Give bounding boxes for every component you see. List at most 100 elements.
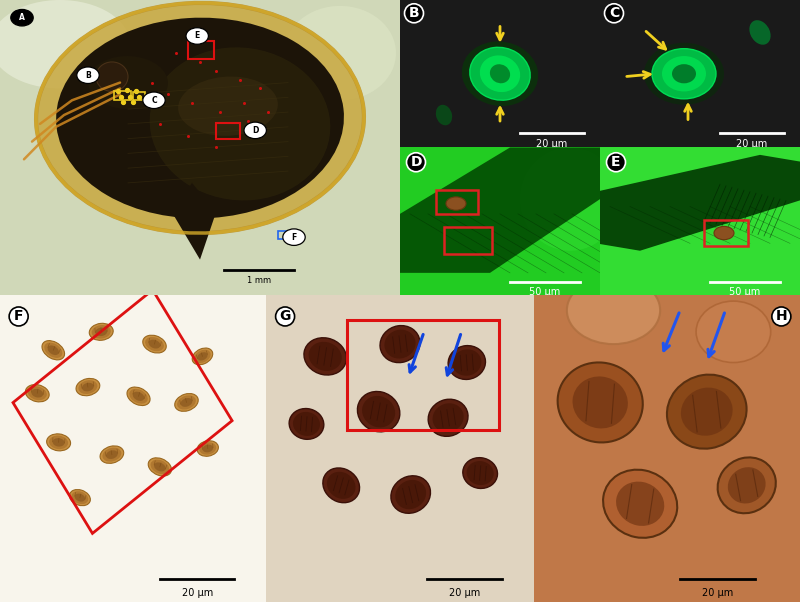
Ellipse shape bbox=[198, 352, 207, 361]
Ellipse shape bbox=[48, 346, 59, 355]
Ellipse shape bbox=[462, 42, 538, 106]
Ellipse shape bbox=[102, 448, 122, 462]
Ellipse shape bbox=[448, 346, 486, 379]
Text: A: A bbox=[19, 13, 25, 22]
Text: E: E bbox=[611, 155, 621, 169]
Ellipse shape bbox=[46, 434, 70, 451]
Ellipse shape bbox=[323, 468, 359, 503]
Text: C: C bbox=[151, 96, 157, 105]
Ellipse shape bbox=[194, 350, 210, 363]
Ellipse shape bbox=[177, 396, 196, 409]
Ellipse shape bbox=[145, 337, 164, 351]
Ellipse shape bbox=[463, 458, 498, 488]
Ellipse shape bbox=[573, 376, 628, 429]
Ellipse shape bbox=[95, 327, 107, 336]
Text: G: G bbox=[279, 309, 290, 323]
Text: F: F bbox=[14, 309, 23, 323]
Ellipse shape bbox=[31, 389, 43, 397]
Text: F: F bbox=[291, 232, 297, 241]
Ellipse shape bbox=[428, 399, 468, 436]
Ellipse shape bbox=[452, 349, 482, 376]
Bar bbox=[444, 227, 492, 253]
Ellipse shape bbox=[0, 0, 130, 88]
Circle shape bbox=[77, 67, 99, 84]
Ellipse shape bbox=[490, 64, 510, 83]
Polygon shape bbox=[596, 155, 800, 250]
Ellipse shape bbox=[149, 340, 160, 349]
Ellipse shape bbox=[567, 276, 660, 344]
Ellipse shape bbox=[174, 394, 198, 411]
Text: 20 μm: 20 μm bbox=[536, 138, 568, 149]
Ellipse shape bbox=[433, 403, 464, 432]
Polygon shape bbox=[0, 0, 400, 295]
Ellipse shape bbox=[26, 385, 49, 402]
Ellipse shape bbox=[53, 438, 65, 447]
Ellipse shape bbox=[199, 442, 216, 455]
Ellipse shape bbox=[470, 48, 530, 100]
Ellipse shape bbox=[480, 55, 520, 92]
Ellipse shape bbox=[309, 342, 342, 371]
Circle shape bbox=[186, 28, 208, 45]
Polygon shape bbox=[534, 295, 800, 602]
Ellipse shape bbox=[672, 64, 696, 83]
Ellipse shape bbox=[304, 338, 346, 375]
Ellipse shape bbox=[380, 326, 420, 362]
Ellipse shape bbox=[106, 450, 118, 459]
Ellipse shape bbox=[385, 330, 415, 359]
Ellipse shape bbox=[558, 362, 642, 442]
Bar bbox=[278, 231, 290, 239]
Circle shape bbox=[244, 122, 266, 138]
Text: D: D bbox=[252, 126, 258, 135]
Bar bbox=[114, 92, 130, 101]
Ellipse shape bbox=[181, 398, 192, 407]
Polygon shape bbox=[172, 183, 216, 259]
Ellipse shape bbox=[293, 412, 320, 436]
Ellipse shape bbox=[197, 441, 218, 456]
Ellipse shape bbox=[395, 480, 426, 509]
Ellipse shape bbox=[667, 374, 746, 448]
Ellipse shape bbox=[750, 20, 770, 45]
Ellipse shape bbox=[154, 462, 166, 471]
Ellipse shape bbox=[436, 105, 452, 125]
Ellipse shape bbox=[728, 467, 766, 503]
Bar bbox=[704, 220, 748, 246]
Text: C: C bbox=[609, 6, 619, 20]
Ellipse shape bbox=[616, 482, 664, 526]
Ellipse shape bbox=[133, 392, 144, 401]
Ellipse shape bbox=[681, 388, 733, 436]
Polygon shape bbox=[266, 295, 534, 602]
Ellipse shape bbox=[49, 436, 68, 449]
Text: E: E bbox=[194, 31, 200, 40]
Ellipse shape bbox=[28, 386, 46, 400]
Text: 20 μm: 20 μm bbox=[702, 588, 733, 598]
Bar bbox=[346, 320, 499, 430]
Ellipse shape bbox=[192, 348, 213, 365]
Text: D: D bbox=[410, 155, 422, 169]
Circle shape bbox=[283, 229, 306, 246]
Text: B: B bbox=[409, 6, 419, 20]
Bar bbox=[216, 123, 240, 138]
Ellipse shape bbox=[142, 335, 166, 353]
Ellipse shape bbox=[96, 62, 128, 92]
Text: H: H bbox=[775, 309, 787, 323]
Ellipse shape bbox=[150, 460, 169, 474]
Ellipse shape bbox=[358, 391, 400, 432]
Text: 20 μm: 20 μm bbox=[182, 588, 213, 598]
Ellipse shape bbox=[148, 458, 171, 476]
Ellipse shape bbox=[289, 409, 324, 439]
Ellipse shape bbox=[520, 147, 620, 250]
Ellipse shape bbox=[284, 6, 396, 101]
Ellipse shape bbox=[391, 476, 430, 514]
Ellipse shape bbox=[88, 56, 168, 109]
Ellipse shape bbox=[644, 43, 724, 105]
Ellipse shape bbox=[362, 396, 395, 427]
Ellipse shape bbox=[718, 458, 776, 514]
Ellipse shape bbox=[202, 445, 213, 452]
Bar bbox=[133, 92, 145, 101]
Ellipse shape bbox=[466, 461, 494, 485]
Ellipse shape bbox=[70, 489, 90, 506]
Ellipse shape bbox=[130, 389, 148, 404]
Ellipse shape bbox=[652, 49, 716, 99]
Ellipse shape bbox=[36, 3, 364, 233]
Ellipse shape bbox=[78, 380, 98, 394]
